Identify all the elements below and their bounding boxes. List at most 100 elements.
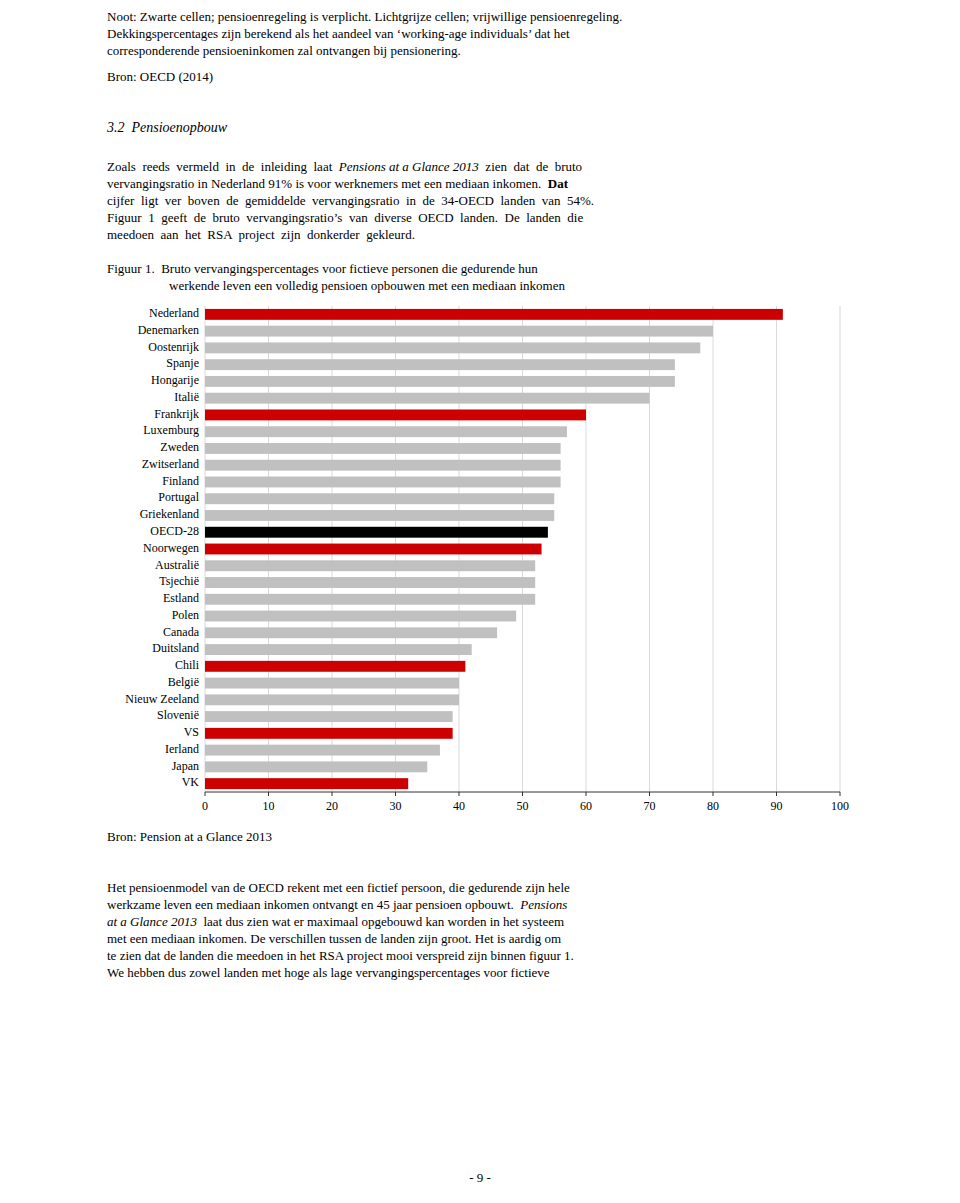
category-label: Denemarken [138,322,199,336]
bar [205,459,561,470]
body-line: meedoen aan het RSA project zijn donkerd… [107,226,415,243]
category-label: Nieuw Zeeland [125,691,199,705]
text-run: zien dat de bruto [479,159,582,174]
bars [205,309,783,789]
text-run: vervangingsratio in Nederland 91% is voo… [107,176,548,191]
text-run: Figuur 1 geeft de bruto vervangingsratio… [107,210,583,225]
bar [205,727,453,738]
tick-label: 10 [263,799,275,813]
category-label: België [168,674,199,688]
category-label: Hongarije [151,373,199,387]
category-label: Zweden [160,440,199,454]
bar [205,778,408,789]
category-label: Canada [163,624,200,638]
bar [205,493,554,504]
grid-line [776,306,777,792]
header-line: Noot: Zwarte cellen; pensioenregeling is… [107,8,622,25]
category-label: Portugal [158,490,199,504]
section-title: 3.2 Pensioenopbouw [107,119,227,136]
bar [205,627,497,638]
tick-mark [649,792,650,796]
body-line: Zoals reeds vermeld in de inleiding laat… [107,158,582,175]
category-label: Estland [163,591,199,605]
category-label: Slovenië [157,708,199,722]
grid-line [713,306,714,792]
text-run: Pensions at a Glance 2013 [339,159,479,174]
footer-line: at a Glance 2013 laat dus zien wat er ma… [107,913,564,930]
bar [205,342,700,353]
chart-title: Figuur 1. Bruto vervangingspercentages v… [107,260,538,277]
bar [205,426,567,437]
bar [205,593,535,604]
category-label: Australië [155,557,199,571]
y-axis: NederlandDenemarkenOostenrijkSpanjeHonga… [125,306,199,789]
footer-line: We hebben dus zowel landen met hoge als … [107,964,550,981]
category-label: Finland [162,473,199,487]
header-line: corresponderende pensioeninkomen zal ont… [107,42,461,59]
tick-label: 40 [453,799,465,813]
tick-label: 80 [707,799,719,813]
bar [205,476,561,487]
tick-mark [840,792,841,796]
chart: NederlandDenemarkenOostenrijkSpanjeHonga… [100,300,880,820]
text-run: Zoals reeds vermeld in de inleiding laat [107,159,339,174]
bar [205,677,459,688]
text-run: Dat [548,176,568,191]
bar [205,711,453,722]
tick-label: 30 [390,799,402,813]
category-label: Duitsland [152,641,199,655]
body-line: Figuur 1 geeft de bruto vervangingsratio… [107,209,583,226]
body-line: vervangingsratio in Nederland 91% is voo… [107,175,568,192]
text-run: werkzame leven een mediaan inkomen ontva… [107,897,520,912]
tick-label: 60 [580,799,592,813]
tick-label: 90 [771,799,783,813]
tick-mark [776,792,777,796]
text-run: te zien dat de landen die meedoen in het… [107,948,574,963]
tick-mark [332,792,333,796]
text-run: We hebben dus zowel landen met hoge als … [107,965,550,980]
category-label: Italië [174,390,199,404]
bar [205,392,650,403]
header-line: Bron: OECD (2014) [107,68,213,85]
bar [205,409,586,420]
chart-source: Bron: Pension at a Glance 2013 [107,828,272,845]
footer-line: werkzame leven een mediaan inkomen ontva… [107,896,567,913]
body-line: cijfer ligt ver boven de gemiddelde verv… [107,192,594,209]
footer-line: te zien dat de landen die meedoen in het… [107,947,574,964]
footer-line: met een mediaan inkomen. De verschillen … [107,930,561,947]
bar [205,694,459,705]
category-label: Frankrijk [154,406,199,420]
tick-label: 20 [326,799,338,813]
tick-label: 100 [831,799,849,813]
bar [205,660,465,671]
category-label: OECD-28 [150,524,199,538]
chart-title: werkende leven een volledig pensioen opb… [169,277,565,294]
tick-mark [268,792,269,796]
footer-line: Het pensioenmodel van de OECD rekent met… [107,879,570,896]
category-label: Zwitserland [142,457,199,471]
page-number: - 9 - [0,1169,960,1186]
bar [205,359,675,370]
text-run: Het pensioenmodel van de OECD rekent met… [107,880,570,895]
header-line: Dekkingspercentages zijn berekend als he… [107,25,570,42]
bar [205,526,548,537]
text-run: cijfer ligt ver boven de gemiddelde verv… [107,193,594,208]
tick-mark [522,792,523,796]
text-run: meedoen aan het RSA project zijn donkerd… [107,227,415,242]
category-label: Oostenrijk [148,339,199,353]
bar [205,309,783,320]
tick-label: 0 [202,799,208,813]
category-label: Tsjechië [159,574,199,588]
grid [205,306,840,792]
tick-mark [586,792,587,796]
bar [205,761,427,772]
tick-label: 70 [644,799,656,813]
bar [205,560,535,571]
category-label: VS [184,725,199,739]
tick-mark [459,792,460,796]
category-label: Ierland [165,741,199,755]
text-run: at a Glance 2013 [107,914,197,929]
text-run: laat dus zien wat er maximaal opgebouwd … [197,914,564,929]
category-label: Nederland [149,306,199,320]
bar [205,376,675,387]
